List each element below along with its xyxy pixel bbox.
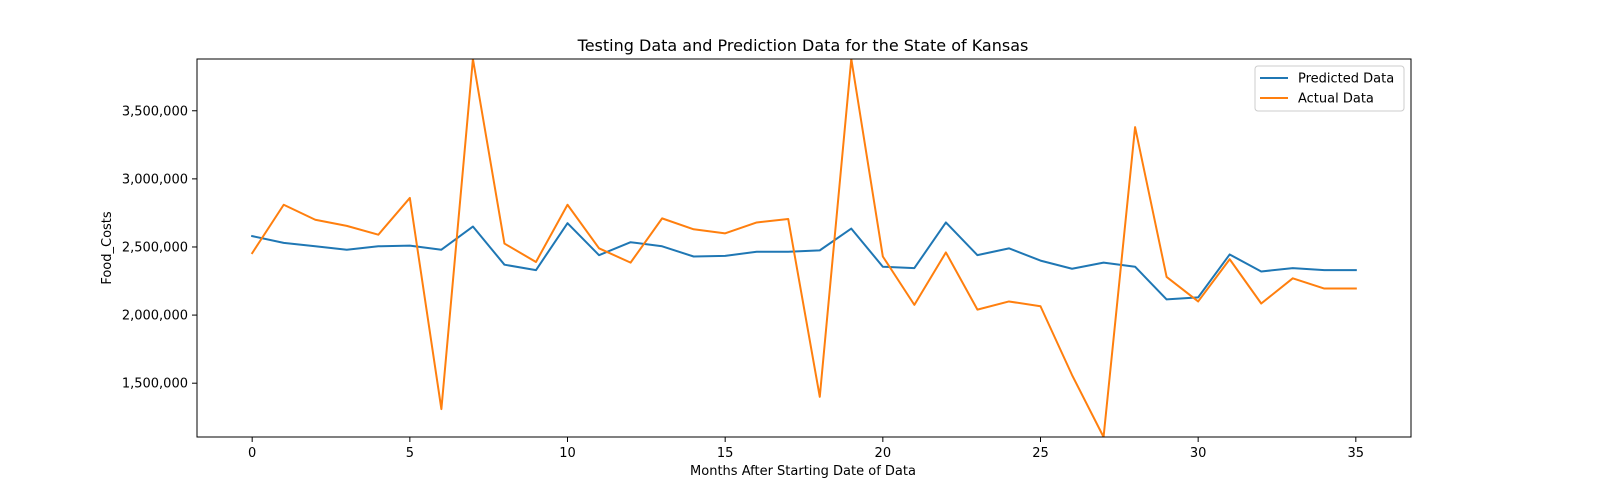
series-line-predicted <box>250 221 1357 301</box>
y-tick-label: 2,000,000 <box>122 309 188 324</box>
chart-title: Testing Data and Prediction Data for the… <box>577 36 1029 55</box>
x-tick-label: 20 <box>875 446 892 461</box>
y-tick-label: 1,500,000 <box>122 377 188 392</box>
x-tick-label: 15 <box>717 446 734 461</box>
series-group <box>250 59 1357 437</box>
legend-label: Actual Data <box>1298 92 1374 107</box>
x-axis: 0 5 10 15 20 25 30 35 <box>248 437 1364 461</box>
x-tick-label: 30 <box>1190 446 1207 461</box>
x-tick-label: 35 <box>1348 446 1365 461</box>
plot-area <box>196 58 1412 438</box>
series-line-actual <box>250 59 1357 437</box>
x-tick-label: 25 <box>1032 446 1049 461</box>
y-axis: 1,500,000 2,000,000 2,500,000 3,000,000 3,50… <box>122 104 197 392</box>
legend: Predicted Data Actual Data <box>1254 65 1405 112</box>
x-tick-label: 5 <box>406 446 414 461</box>
y-axis-label: Food_Costs <box>100 211 115 285</box>
x-tick-label: 10 <box>559 446 576 461</box>
plot-frame <box>196 58 1412 438</box>
x-axis-label: Months After Starting Date of Data <box>690 464 916 479</box>
y-tick-label: 2,500,000 <box>122 240 188 255</box>
y-tick-label: 3,500,000 <box>122 104 188 119</box>
x-tick-label: 0 <box>248 446 256 461</box>
y-tick-label: 3,000,000 <box>122 172 188 187</box>
legend-box <box>1254 65 1405 112</box>
legend-label: Predicted Data <box>1298 72 1394 87</box>
